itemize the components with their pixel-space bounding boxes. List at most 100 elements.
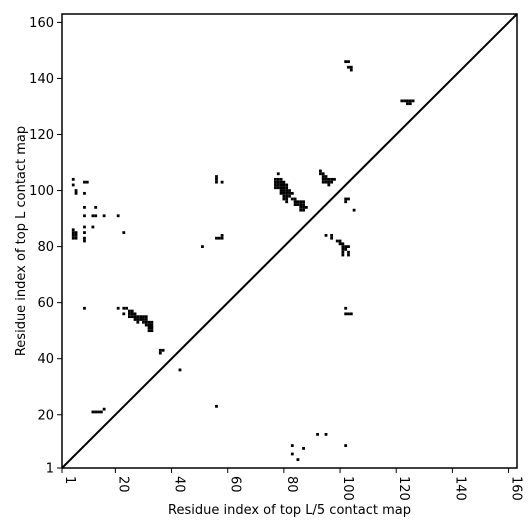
contact-point (147, 323, 151, 327)
contact-point (293, 200, 297, 204)
contact-point (285, 189, 289, 192)
contact-point (136, 318, 140, 321)
contact-point (285, 183, 289, 187)
contact-point (302, 208, 305, 212)
contact-point (408, 102, 412, 106)
contact-point (330, 233, 334, 237)
contact-point (344, 312, 348, 316)
contact-point (122, 231, 126, 234)
contact-point (136, 315, 140, 319)
contact-point (142, 315, 145, 319)
contact-point (282, 183, 286, 187)
contact-point (330, 236, 334, 240)
contact-point (347, 65, 350, 69)
contact-point (83, 205, 86, 209)
contact-point (102, 214, 106, 218)
contact-point (83, 180, 86, 184)
contact-point (293, 203, 297, 206)
contact-point (302, 446, 305, 450)
contact-point (338, 242, 342, 246)
contact-point (296, 203, 300, 206)
y-tick-label: 100 (29, 184, 54, 199)
contact-point (71, 233, 75, 237)
contact-point (349, 312, 353, 316)
contact-point (274, 183, 277, 187)
contact-point (290, 444, 294, 447)
contact-point (128, 312, 131, 316)
contact-point (83, 225, 86, 229)
contact-point (136, 320, 140, 324)
contact-point (215, 175, 218, 178)
contact-point (285, 191, 289, 195)
contact-point (341, 248, 345, 251)
contact-point (288, 194, 291, 198)
contact-point (349, 68, 353, 72)
contact-point (128, 309, 131, 313)
y-tick-label: 60 (37, 296, 54, 311)
contact-point (341, 253, 345, 257)
contact-point (406, 99, 409, 103)
y-tick-label: 80 (37, 240, 54, 255)
contact-point (83, 239, 86, 243)
contact-point (83, 191, 86, 195)
contact-point (347, 60, 350, 64)
contact-point (318, 172, 322, 176)
contact-point (83, 236, 86, 240)
contact-point (71, 231, 75, 234)
contact-point (133, 318, 137, 321)
contact-point (83, 306, 86, 310)
contact-point (215, 236, 218, 240)
contact-point (99, 410, 103, 414)
contact-point (321, 175, 325, 178)
contact-point (279, 183, 283, 187)
contact-point (288, 189, 291, 192)
x-tick-label: 1 (62, 476, 77, 484)
contact-point (276, 180, 280, 184)
contact-point (285, 200, 289, 204)
contact-point (285, 186, 289, 190)
contact-point (128, 315, 131, 319)
contact-point (144, 320, 148, 324)
contact-point (324, 175, 328, 178)
contact-point (102, 407, 106, 411)
contact-point (321, 172, 325, 176)
contact-point (324, 432, 328, 436)
contact-point (142, 318, 145, 321)
plot-area (61, 13, 518, 469)
contact-point (130, 312, 134, 316)
contact-point (321, 177, 325, 181)
contact-point (293, 197, 297, 201)
contact-point (282, 186, 286, 190)
x-tick-label: 20 (115, 476, 130, 493)
y-tick-label: 160 (29, 16, 54, 31)
contact-point (116, 214, 120, 218)
x-axis: 1 20 40 60 80 100 120 140 160 (61, 468, 524, 501)
contact-point (85, 180, 89, 184)
contact-point (220, 233, 224, 237)
contact-point (279, 189, 283, 192)
contact-point (302, 200, 305, 204)
contact-point (122, 306, 126, 310)
contact-point (276, 186, 280, 190)
contact-point (215, 404, 218, 408)
contact-point (91, 214, 95, 218)
contact-point (299, 205, 303, 209)
contact-point (150, 323, 154, 327)
contact-point (74, 236, 78, 240)
contact-point (302, 205, 305, 209)
contact-point (147, 326, 151, 330)
contact-point (116, 306, 120, 310)
contact-point (282, 191, 286, 195)
contact-point (74, 231, 78, 234)
contact-point (274, 180, 277, 184)
contact-point (324, 177, 328, 181)
contact-point (276, 172, 280, 176)
contact-point (304, 205, 308, 209)
contact-point (400, 99, 404, 103)
contact-point (144, 318, 148, 321)
contact-point (282, 197, 286, 201)
contact-point (161, 348, 165, 352)
contact-point (94, 205, 98, 209)
contact-point (349, 65, 353, 69)
